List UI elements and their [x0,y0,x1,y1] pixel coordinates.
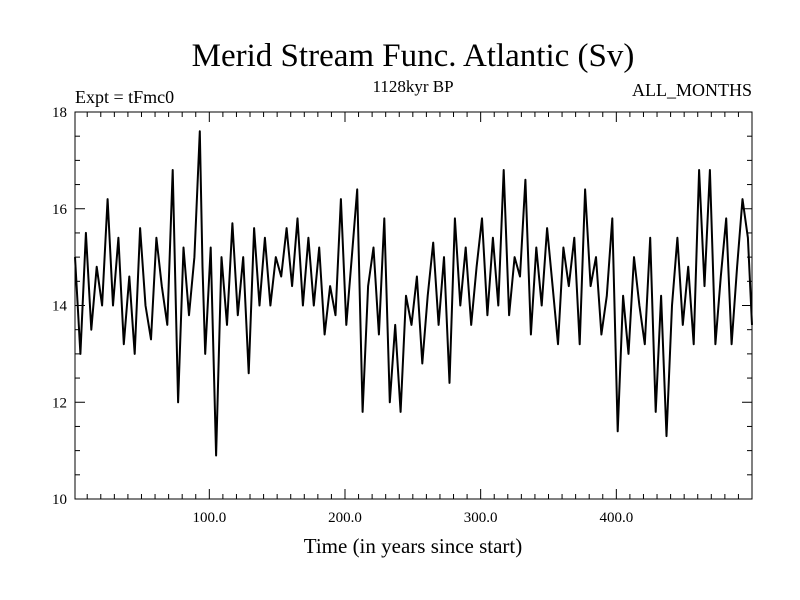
x-tick-label: 300.0 [464,510,498,526]
y-tick-label: 16 [52,202,68,218]
data-series [74,130,753,457]
chart-title: Merid Stream Func. Atlantic (Sv) [192,38,635,74]
y-tick-label: 18 [52,105,67,121]
months-label: ALL_MONTHS [632,80,752,100]
y-tick-label: 12 [52,395,67,411]
y-axis: 10 12 14 16 18 [52,105,752,508]
series-line [74,130,753,457]
y-tick-label: 14 [52,299,68,315]
experiment-label: Expt = tFmc0 [75,87,174,107]
y-tick-label: 10 [52,492,67,508]
period-label: 1128kyr BP [372,77,453,96]
x-axis: 100.0 200.0 300.0 400.0 [86,112,739,526]
x-axis-label: Time (in years since start) [304,534,523,558]
x-tick-label: 100.0 [192,510,226,526]
x-tick-label: 200.0 [328,510,362,526]
x-tick-label: 400.0 [599,510,633,526]
